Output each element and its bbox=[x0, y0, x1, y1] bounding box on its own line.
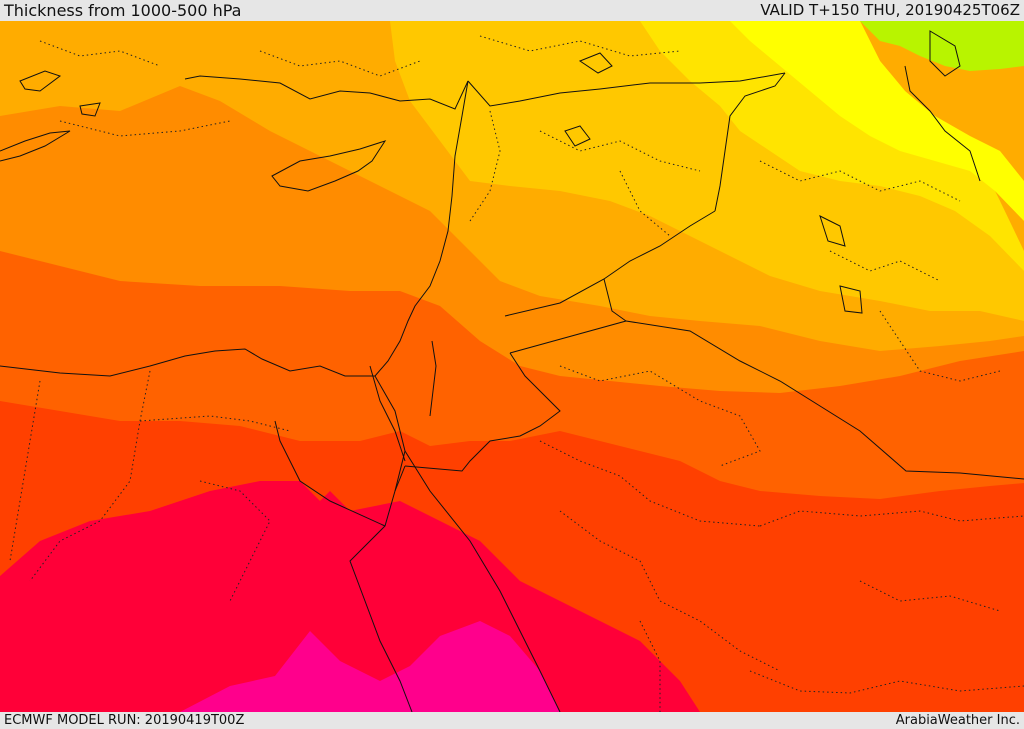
credit-label: ArabiaWeather Inc. bbox=[895, 713, 1020, 728]
valid-time: VALID T+150 THU, 20190425T06Z bbox=[760, 1, 1020, 19]
national-borders bbox=[369, 65, 1024, 492]
model-run-label: ECMWF MODEL RUN: 20190419T00Z bbox=[4, 713, 245, 728]
map-canvas bbox=[0, 21, 1024, 712]
footer-bar: ECMWF MODEL RUN: 20190419T00Z ArabiaWeat… bbox=[0, 712, 1024, 729]
coastlines bbox=[0, 30, 961, 712]
header-bar: Thickness from 1000-500 hPa VALID T+150 … bbox=[0, 0, 1024, 21]
thickness-map bbox=[0, 21, 1024, 712]
band-1 bbox=[860, 21, 1024, 71]
map-title: Thickness from 1000-500 hPa bbox=[4, 1, 242, 20]
province-borders bbox=[9, 35, 1024, 712]
band-10 bbox=[180, 621, 560, 712]
band-3 bbox=[640, 21, 1024, 271]
band-2 bbox=[730, 21, 1024, 221]
